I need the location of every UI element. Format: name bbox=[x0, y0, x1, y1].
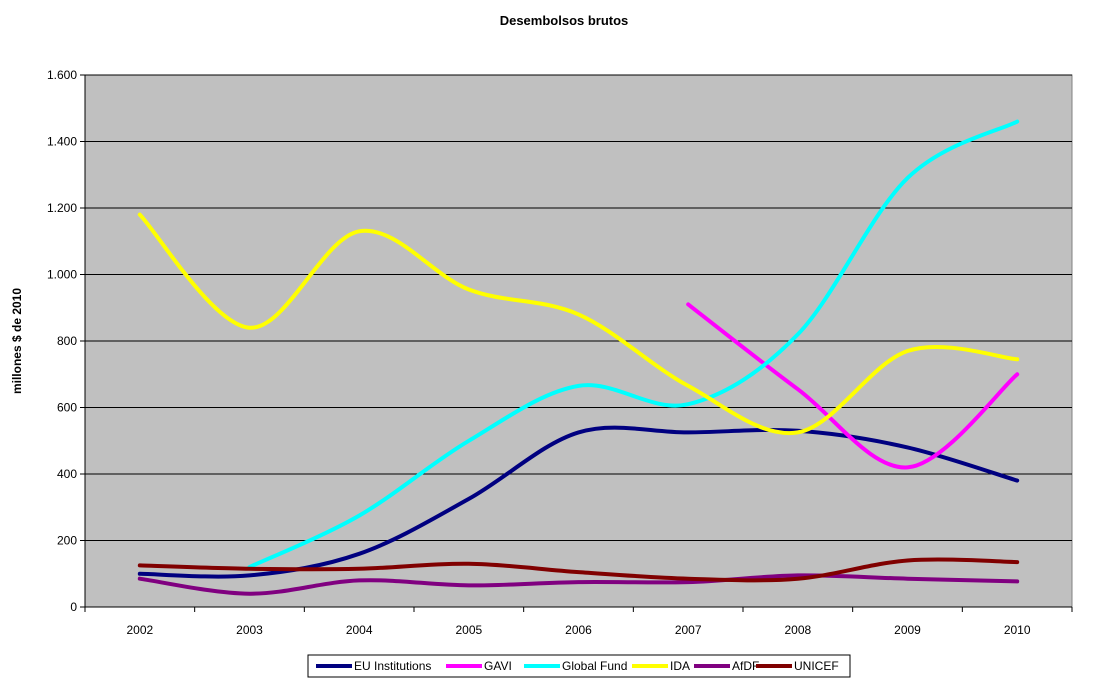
series-line-global-fund bbox=[247, 119, 1020, 570]
series-line-afdf bbox=[137, 573, 1020, 596]
y-tick-label: 400 bbox=[57, 467, 77, 481]
y-tick-label: 800 bbox=[57, 334, 77, 348]
x-tick-label: 2005 bbox=[455, 623, 482, 637]
legend-label: AfDF bbox=[732, 659, 759, 673]
y-tick-label: 200 bbox=[57, 534, 77, 548]
legend-label: UNICEF bbox=[794, 659, 839, 673]
axes: 0 200 400 600 800 1.000 1.200 1.400 1.600 2002 200… bbox=[47, 68, 1073, 637]
x-tick-label: 2006 bbox=[565, 623, 592, 637]
y-tick-label: 1.200 bbox=[47, 201, 77, 215]
legend: EU Institutions GAVI Global Fund IDA AfDF UNI… bbox=[307, 654, 851, 678]
series-line-ida bbox=[137, 212, 1020, 436]
legend-label: IDA bbox=[670, 659, 690, 673]
y-tick-label: 1.600 bbox=[47, 68, 77, 82]
x-tick-label: 2007 bbox=[675, 623, 702, 637]
y-tick-label: 1.000 bbox=[47, 268, 77, 282]
y-tick-label: 600 bbox=[57, 401, 77, 415]
y-axis-title: millones $ de 2010 bbox=[10, 288, 24, 394]
series-line-gavi bbox=[686, 302, 1020, 470]
x-tick-label: 2008 bbox=[784, 623, 811, 637]
chart-title: Desembolsos brutos bbox=[500, 13, 629, 28]
x-tick-label: 2003 bbox=[236, 623, 263, 637]
x-tick-label: 2009 bbox=[894, 623, 921, 637]
x-tick-label: 2010 bbox=[1004, 623, 1031, 637]
series-lines bbox=[137, 119, 1020, 596]
legend-box bbox=[307, 654, 851, 678]
x-tick-label: 2004 bbox=[346, 623, 373, 637]
legend-label: EU Institutions bbox=[354, 659, 431, 673]
series-line-unicef bbox=[137, 557, 1020, 583]
y-tick-label: 0 bbox=[70, 600, 77, 614]
gridlines bbox=[85, 74, 1072, 541]
x-tick-label: 2002 bbox=[126, 623, 153, 637]
legend-label: GAVI bbox=[484, 659, 512, 673]
legend-label: Global Fund bbox=[562, 659, 627, 673]
y-tick-label: 1.400 bbox=[47, 135, 77, 149]
